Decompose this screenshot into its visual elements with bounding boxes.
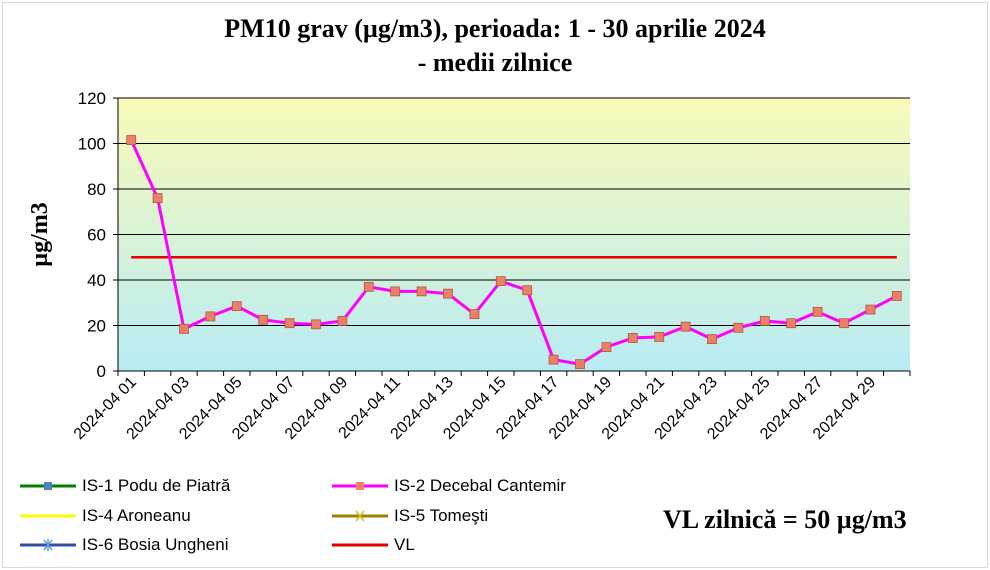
legend-swatch-icon bbox=[20, 514, 76, 518]
y-tick-label: 120 bbox=[78, 89, 106, 108]
legend-label: IS-6 Bosia Ungheni bbox=[82, 535, 229, 554]
legend-item: VL bbox=[330, 534, 415, 556]
data-point-is2 bbox=[126, 135, 137, 145]
legend-item: IS-4 Aroneanu bbox=[18, 505, 191, 527]
chart-title-line-2: - medii zilnice bbox=[417, 48, 573, 77]
legend-label: IS-4 Aroneanu bbox=[82, 506, 191, 525]
legend-swatch-icon bbox=[332, 482, 388, 490]
legend-label: IS-5 Tomeşti bbox=[394, 506, 489, 525]
data-point-is2 bbox=[231, 301, 242, 312]
legend-item: IS-1 Podu de Piatră bbox=[18, 475, 230, 497]
data-point-is2 bbox=[495, 276, 506, 287]
legend-label: IS-2 Decebal Cantemir bbox=[394, 476, 566, 495]
legend-swatch-icon bbox=[332, 543, 388, 547]
data-point-is2 bbox=[654, 331, 665, 342]
y-tick-label: 80 bbox=[87, 180, 106, 199]
data-point-is2 bbox=[152, 193, 163, 204]
data-point-is2 bbox=[865, 304, 876, 315]
legend-swatch-icon bbox=[20, 539, 76, 551]
data-point-is2 bbox=[311, 319, 321, 330]
chart-title: PM10 grav (µg/m3), perioada: 1 - 30 apri… bbox=[0, 12, 990, 80]
data-point-is2 bbox=[390, 286, 401, 297]
legend-swatch-icon bbox=[20, 482, 76, 490]
legend-item: IS-6 Bosia Ungheni bbox=[18, 534, 228, 556]
legend-swatch-icon bbox=[332, 510, 388, 522]
data-point-is2 bbox=[258, 314, 269, 325]
y-tick-label: 60 bbox=[87, 226, 106, 245]
data-point-is2 bbox=[522, 285, 533, 296]
data-point-is2 bbox=[786, 318, 797, 329]
data-point-is2 bbox=[416, 286, 427, 297]
legend-label: IS-1 Podu de Piatră bbox=[82, 476, 231, 495]
data-point-is2 bbox=[443, 288, 453, 299]
y-tick-label: 20 bbox=[87, 317, 106, 336]
chart-title-line-1: PM10 grav (µg/m3), perioada: 1 - 30 apri… bbox=[224, 14, 766, 43]
data-point-is2 bbox=[680, 321, 691, 332]
legend-item: IS-2 Decebal Cantemir bbox=[330, 475, 566, 497]
data-point-is2 bbox=[548, 354, 559, 365]
data-point-is2 bbox=[179, 324, 189, 334]
legend-label: VL bbox=[394, 535, 415, 554]
y-tick-label: 40 bbox=[87, 271, 106, 290]
data-point-is2 bbox=[469, 309, 480, 320]
y-axis-label: µg/m3 bbox=[27, 202, 53, 267]
y-tick-label: 100 bbox=[78, 135, 106, 154]
data-point-is2 bbox=[284, 318, 295, 329]
data-point-is2 bbox=[363, 281, 374, 292]
data-point-is2 bbox=[707, 334, 717, 345]
data-point-is2 bbox=[337, 316, 348, 326]
y-tick-label: 0 bbox=[97, 362, 106, 381]
data-point-is2 bbox=[759, 316, 770, 326]
data-point-is2 bbox=[601, 342, 612, 353]
data-point-is2 bbox=[812, 306, 823, 317]
data-point-is2 bbox=[891, 291, 902, 301]
data-point-is2 bbox=[627, 333, 638, 343]
data-point-is2 bbox=[575, 359, 585, 370]
data-point-is2 bbox=[839, 318, 849, 329]
legend-item: IS-5 Tomeşti bbox=[330, 505, 488, 527]
data-point-is2 bbox=[205, 311, 216, 322]
vl-annotation: VL zilnică = 50 µg/m3 bbox=[663, 505, 907, 534]
data-point-is2 bbox=[733, 322, 744, 333]
